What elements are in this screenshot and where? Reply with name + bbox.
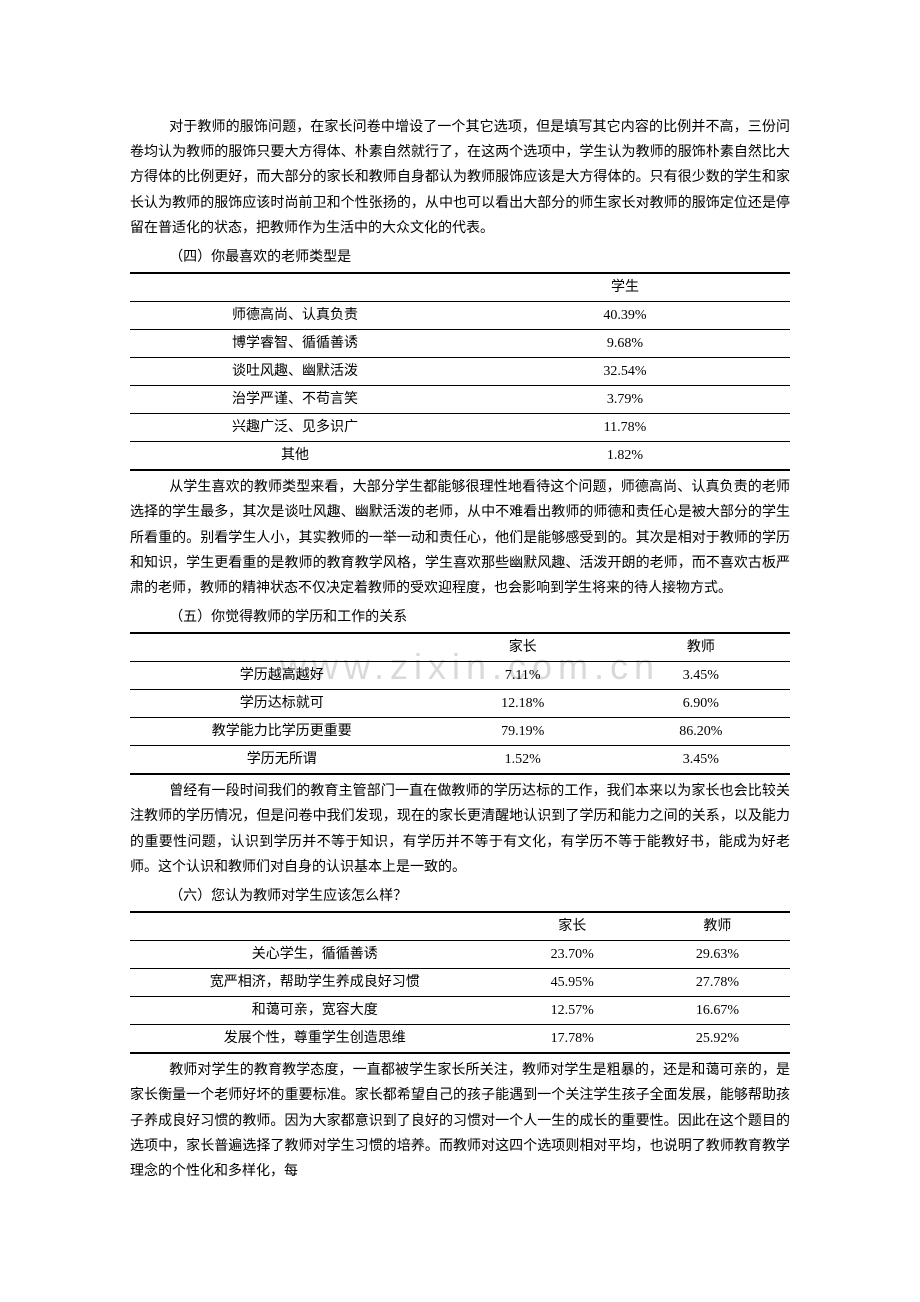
table-6: 家长 教师 关心学生，循循善诱23.70%29.63% 宽严相济，帮助学生养成良… xyxy=(130,911,790,1054)
table-row: 学历达标就可12.18%6.90% xyxy=(130,690,790,718)
table-row: 学生 xyxy=(130,273,790,302)
table-cell: 宽严相济，帮助学生养成良好习惯 xyxy=(130,969,500,997)
table-cell: 谈吐风趣、幽默活泼 xyxy=(130,358,460,386)
paragraph-2: 从学生喜欢的教师类型来看，大部分学生都能够很理性地看待这个问题，师德高尚、认真负… xyxy=(130,475,790,601)
table-cell: 学历达标就可 xyxy=(130,690,434,718)
table-row: 家长 教师 xyxy=(130,633,790,662)
table-cell: 40.39% xyxy=(460,302,790,330)
table-cell: 3.79% xyxy=(460,386,790,414)
table-cell: 发展个性，尊重学生创造思维 xyxy=(130,1025,500,1054)
table-cell: 关心学生，循循善诱 xyxy=(130,941,500,969)
table-cell: 29.63% xyxy=(645,941,790,969)
table-cell: 45.95% xyxy=(500,969,645,997)
table-row: 宽严相济，帮助学生养成良好习惯45.95%27.78% xyxy=(130,969,790,997)
table-cell: 25.92% xyxy=(645,1025,790,1054)
table-row: 学历越高越好7.11%3.45% xyxy=(130,662,790,690)
table-cell: 教师 xyxy=(612,633,790,662)
table-5: 家长 教师 学历越高越好7.11%3.45% 学历达标就可12.18%6.90%… xyxy=(130,632,790,775)
table-cell xyxy=(130,633,434,662)
table-cell xyxy=(130,912,500,941)
paragraph-1: 对于教师的服饰问题，在家长问卷中增设了一个其它选项，但是填写其它内容的比例并不高… xyxy=(130,115,790,241)
table-cell: 32.54% xyxy=(460,358,790,386)
table-row: 教学能力比学历更重要79.19%86.20% xyxy=(130,718,790,746)
table-cell: 17.78% xyxy=(500,1025,645,1054)
table-row: 和蔼可亲，宽容大度12.57%16.67% xyxy=(130,997,790,1025)
table-cell: 治学严谨、不苟言笑 xyxy=(130,386,460,414)
table-cell: 学生 xyxy=(460,273,790,302)
table-cell: 27.78% xyxy=(645,969,790,997)
table-cell: 兴趣广泛、见多识广 xyxy=(130,414,460,442)
table-cell: 86.20% xyxy=(612,718,790,746)
table-cell xyxy=(130,273,460,302)
table-cell: 其他 xyxy=(130,442,460,471)
table-cell: 9.68% xyxy=(460,330,790,358)
table-row: 其他1.82% xyxy=(130,442,790,471)
table-cell: 3.45% xyxy=(612,746,790,775)
table-cell: 3.45% xyxy=(612,662,790,690)
section-5-label: （五）你觉得教师的学历和工作的关系 xyxy=(130,605,790,630)
table-cell: 1.52% xyxy=(434,746,612,775)
table-row: 博学睿智、循循善诱9.68% xyxy=(130,330,790,358)
table-cell: 16.67% xyxy=(645,997,790,1025)
table-cell: 博学睿智、循循善诱 xyxy=(130,330,460,358)
paragraph-3: 曾经有一段时间我们的教育主管部门一直在做教师的学历达标的工作，我们本来以为家长也… xyxy=(130,779,790,880)
table-cell: 23.70% xyxy=(500,941,645,969)
table-cell: 学历越高越好 xyxy=(130,662,434,690)
table-4: 学生 师德高尚、认真负责40.39% 博学睿智、循循善诱9.68% 谈吐风趣、幽… xyxy=(130,272,790,471)
table-row: 发展个性，尊重学生创造思维17.78%25.92% xyxy=(130,1025,790,1054)
paragraph-4: 教师对学生的教育教学态度，一直都被学生家长所关注，教师对学生是粗暴的，还是和蔼可… xyxy=(130,1058,790,1184)
table-row: 兴趣广泛、见多识广11.78% xyxy=(130,414,790,442)
table-row: 师德高尚、认真负责40.39% xyxy=(130,302,790,330)
table-row: 学历无所谓1.52%3.45% xyxy=(130,746,790,775)
section-4-label: （四）你最喜欢的老师类型是 xyxy=(130,245,790,270)
table-cell: 11.78% xyxy=(460,414,790,442)
table-cell: 7.11% xyxy=(434,662,612,690)
table-cell: 师德高尚、认真负责 xyxy=(130,302,460,330)
table-cell: 教学能力比学历更重要 xyxy=(130,718,434,746)
table-cell: 12.57% xyxy=(500,997,645,1025)
table-cell: 1.82% xyxy=(460,442,790,471)
table-row: 谈吐风趣、幽默活泼32.54% xyxy=(130,358,790,386)
table-cell: 家长 xyxy=(434,633,612,662)
section-6-label: （六）您认为教师对学生应该怎么样？ xyxy=(130,884,790,909)
table-row: 家长 教师 xyxy=(130,912,790,941)
table-row: 关心学生，循循善诱23.70%29.63% xyxy=(130,941,790,969)
table-cell: 教师 xyxy=(645,912,790,941)
document-content: 对于教师的服饰问题，在家长问卷中增设了一个其它选项，但是填写其它内容的比例并不高… xyxy=(130,115,790,1184)
table-cell: 学历无所谓 xyxy=(130,746,434,775)
table-cell: 6.90% xyxy=(612,690,790,718)
table-cell: 和蔼可亲，宽容大度 xyxy=(130,997,500,1025)
table-cell: 家长 xyxy=(500,912,645,941)
table-cell: 79.19% xyxy=(434,718,612,746)
table-row: 治学严谨、不苟言笑3.79% xyxy=(130,386,790,414)
table-cell: 12.18% xyxy=(434,690,612,718)
